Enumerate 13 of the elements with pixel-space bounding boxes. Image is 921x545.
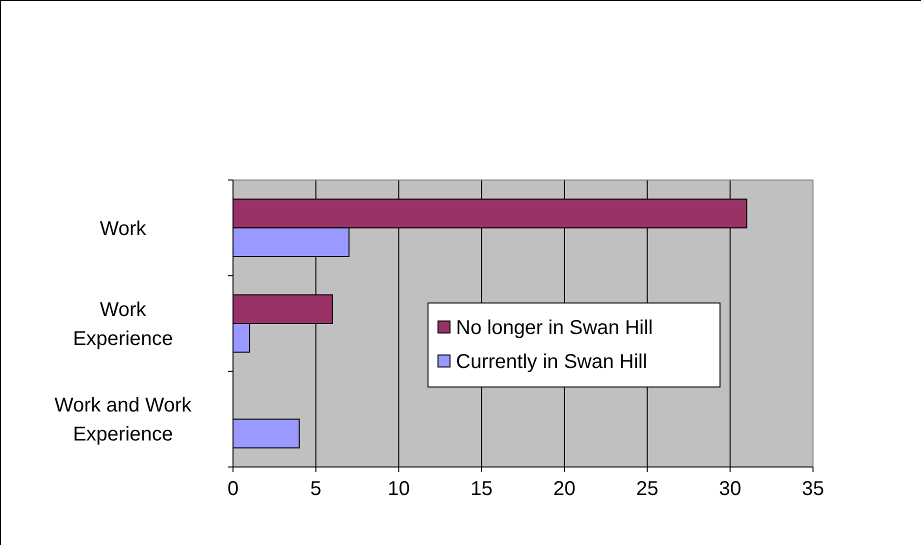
x-tick-label: 0 <box>227 478 239 500</box>
y-tick-label: Work <box>100 218 148 240</box>
x-tick-label: 10 <box>388 478 410 500</box>
legend-label: No longer in Swan Hill <box>456 317 653 339</box>
x-tick-label: 35 <box>802 478 824 500</box>
x-tick-label: 30 <box>719 478 742 500</box>
x-tick-label: 25 <box>636 478 658 500</box>
legend-label: Currently in Swan Hill <box>456 351 648 373</box>
x-tick-label: 5 <box>310 478 322 500</box>
y-tick-label: Work and Work Experience <box>54 394 193 446</box>
x-tick-label: 15 <box>470 478 493 500</box>
x-tick-label: 20 <box>553 478 576 500</box>
y-tick-label: Work Experience <box>72 299 174 350</box>
